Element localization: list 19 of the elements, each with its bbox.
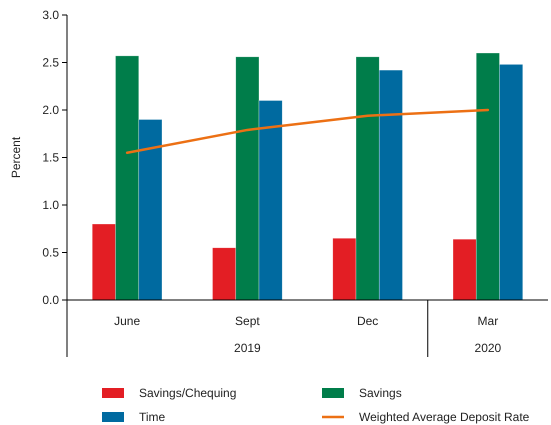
y-tick-label: 1.5 bbox=[42, 150, 60, 165]
legend-label: Weighted Average Deposit Rate bbox=[359, 410, 530, 424]
legend-label: Savings/Chequing bbox=[139, 386, 236, 400]
line-series bbox=[126, 108, 490, 154]
x-tick-label: Mar bbox=[478, 314, 498, 328]
x-tick-label: Dec bbox=[356, 314, 378, 328]
legend-label: Savings bbox=[359, 386, 402, 400]
y-tick-label: 3.0 bbox=[42, 8, 60, 22]
text: 2020 bbox=[474, 341, 502, 355]
y-tick-label: 2.5 bbox=[42, 56, 60, 70]
y-tick-label: 2.0 bbox=[42, 103, 60, 118]
y-axis-title: Percent bbox=[9, 136, 23, 178]
x-tick-label: June bbox=[114, 314, 140, 328]
text: 2019 bbox=[234, 341, 262, 355]
y-tick-label: 0.5 bbox=[42, 246, 60, 260]
y-tick-label: 0.0 bbox=[42, 293, 60, 308]
x-tick-label: Sept bbox=[235, 314, 260, 328]
y-tick-label: 1.0 bbox=[42, 198, 60, 212]
legend-label: Time bbox=[139, 410, 166, 424]
